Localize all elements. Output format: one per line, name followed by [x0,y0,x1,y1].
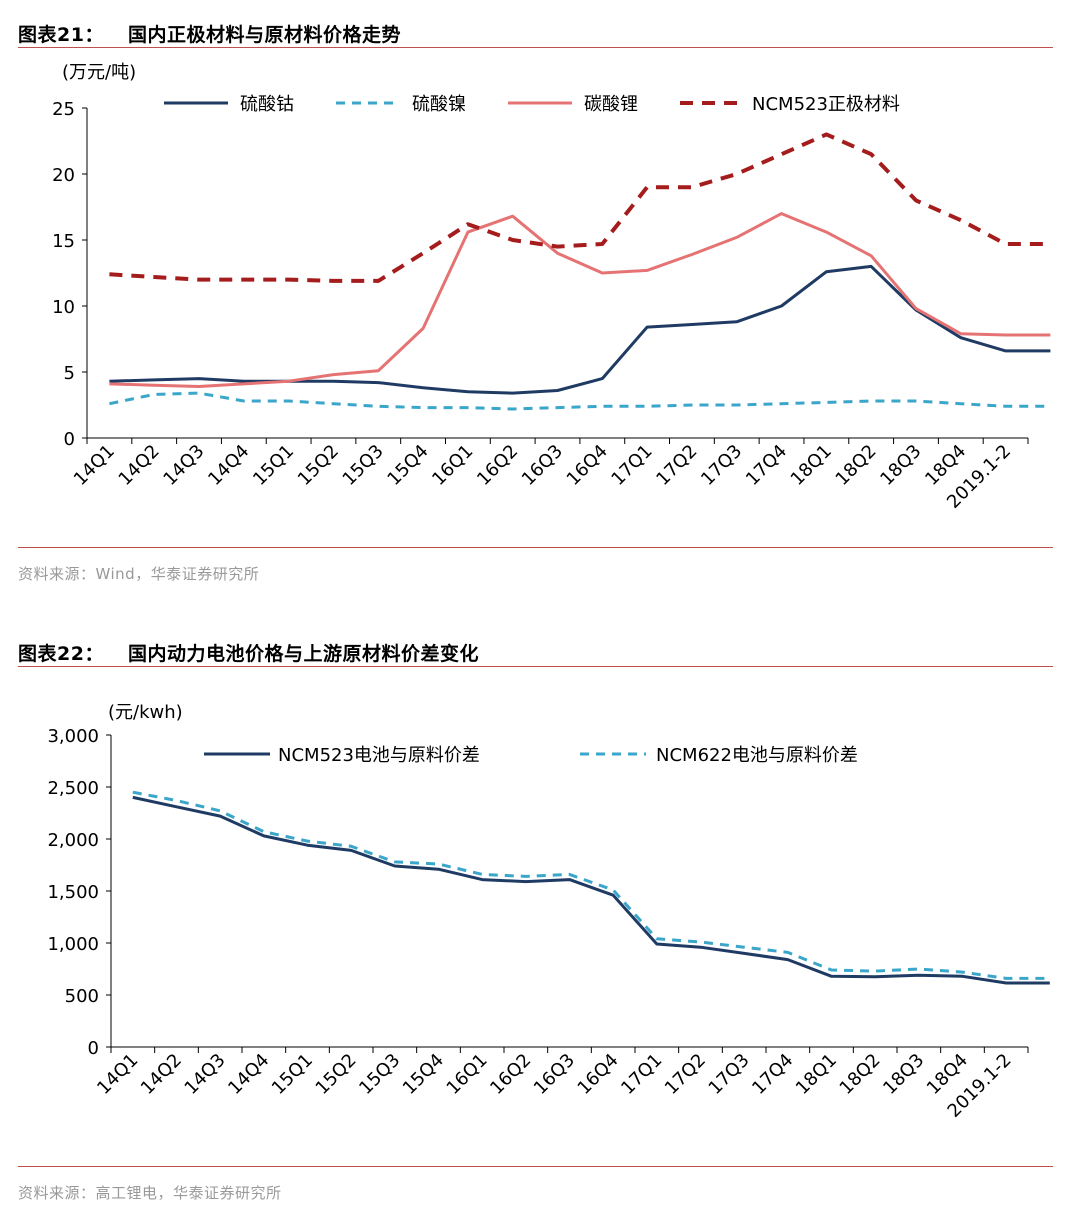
x-tick-label: 15Q2 [312,1050,361,1099]
x-tick-label: 16Q3 [530,1050,579,1099]
legend-label-3: NCM523正极材料 [752,94,900,115]
x-tick-label: 17Q1 [607,441,656,490]
x-tick-label: 16Q4 [563,441,612,490]
figure22-bottom-rule [18,1166,1053,1167]
x-tick-label: 15Q3 [355,1050,404,1099]
x-tick-label: 18Q2 [836,1050,885,1099]
x-tick-label: 15Q4 [399,1050,448,1099]
y-tick-label: 2,500 [47,778,99,799]
series-line-2 [109,212,1051,388]
x-tick-label: 14Q3 [181,1050,230,1099]
y-tick-label: 0 [64,429,75,450]
figure21-header: 图表21： 国内正极材料与原材料价格走势 [18,20,401,47]
x-tick-label: 14Q1 [93,1050,142,1099]
x-tick-label: 18Q1 [787,441,836,490]
x-tick-label: 17Q2 [661,1050,710,1099]
x-tick-label: 16Q2 [486,1050,535,1099]
figure21-label: 图表21： [18,24,104,46]
legend-label-0: 硫酸钴 [240,94,294,115]
figure22-label: 图表22： [18,643,104,665]
legend-label-1: 硫酸镍 [412,94,466,115]
y-tick-label: 5 [64,363,75,384]
x-tick-label: 15Q1 [268,1050,317,1099]
x-tick-label: 18Q1 [792,1050,841,1099]
x-tick-label: 14Q4 [204,441,253,490]
series-line-3 [109,132,1051,283]
figure21-source: 资料来源：Wind，华泰证券研究所 [18,565,260,583]
y-tick-label: 0 [88,1038,99,1059]
x-tick-label: 14Q1 [70,441,119,490]
series-line-1 [132,790,1050,980]
y-tick-label: 500 [65,986,99,1007]
x-tick-label: 17Q2 [652,441,701,490]
y-tick-label: 2,000 [47,830,99,851]
legend-label-1: NCM622电池与原料价差 [656,745,858,766]
x-tick-label: 15Q2 [294,441,343,490]
figure21-bottom-rule [18,547,1053,548]
y-tick-label: 10 [52,297,75,318]
series-line-0 [132,795,1050,985]
series-line-0 [109,264,1051,395]
figure22-top-rule [18,666,1053,667]
figure22-header: 图表22： 国内动力电池价格与上游原材料价差变化 [18,639,479,666]
x-tick-label: 14Q2 [115,441,164,490]
x-tick-label: 16Q1 [428,441,477,490]
x-tick-label: 17Q3 [705,1050,754,1099]
y-tick-label: 20 [52,165,75,186]
legend-label-0: NCM523电池与原料价差 [278,745,480,766]
x-tick-label: 15Q3 [339,441,388,490]
x-tick-label: 18Q3 [879,1050,928,1099]
x-tick-label: 17Q4 [748,1050,797,1099]
x-tick-label: 17Q1 [617,1050,666,1099]
y-tick-label: 3,000 [47,726,99,747]
figure21-title: 国内正极材料与原材料价格走势 [127,24,401,46]
x-tick-label: 15Q4 [383,441,432,490]
figure22-source: 资料来源：高工锂电，华泰证券研究所 [18,1184,282,1202]
legend-label-2: 碳酸锂 [584,94,638,115]
x-tick-label: 18Q3 [876,441,925,490]
y-tick-label: 15 [52,231,75,252]
y-tick-label: 1,500 [47,882,99,903]
figure21-top-rule [18,47,1053,48]
x-tick-label: 14Q2 [137,1050,186,1099]
chart-price-spread: (元/kwh) 0 500 1,000 1,500 2,000 2,500 3,000 14Q1… [47,702,1050,1122]
y-tick-label: 25 [52,99,75,120]
x-tick-label: 14Q4 [224,1050,273,1099]
chart-price-trend: (万元/吨) 0 5 10 15 20 25 14Q114Q214Q314Q415Q115Q2… [52,62,1051,513]
x-tick-label: 16Q3 [518,441,567,490]
y-tick-label: 1,000 [47,934,99,955]
x-tick-label: 18Q2 [832,441,881,490]
unit-label: (万元/吨) [62,62,136,83]
x-tick-label: 14Q3 [159,441,208,490]
x-tick-label: 16Q1 [443,1050,492,1099]
unit-label: (元/kwh) [108,702,183,723]
series-line-1 [109,391,1051,411]
x-tick-label: 17Q4 [742,441,791,490]
x-tick-label: 16Q2 [473,441,522,490]
x-tick-label: 17Q3 [697,441,746,490]
x-tick-label: 15Q1 [249,441,298,490]
figure22-title: 国内动力电池价格与上游原材料价差变化 [127,643,479,665]
x-tick-label: 16Q4 [574,1050,623,1099]
